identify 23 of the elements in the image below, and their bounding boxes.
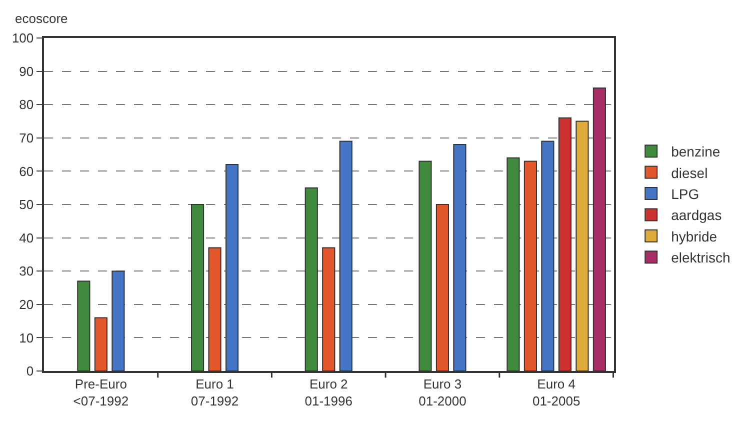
- y-tick-label: 20: [19, 296, 34, 312]
- y-axis-title: ecoscore: [15, 11, 68, 26]
- x-tick-label: Euro 1 07-1992: [190, 376, 239, 408]
- y-tick-label: 70: [19, 130, 34, 146]
- x-tick-label: Pre-Euro <07-1992: [73, 376, 129, 408]
- legend-label: elektrisch: [671, 250, 730, 266]
- y-tick-label: 10: [19, 330, 34, 346]
- y-tick-label: 30: [19, 264, 34, 279]
- y-tick-label: 90: [19, 64, 34, 79]
- legend-label: aardgas: [671, 207, 722, 224]
- y-tick-label: 50: [19, 197, 34, 212]
- legend-label: hybride: [671, 228, 718, 244]
- x-tick-label: Euro 3 01-2000: [418, 376, 466, 408]
- legend-label: diesel: [671, 164, 708, 181]
- y-tick-label: 40: [19, 230, 34, 246]
- x-tick-label: Euro 2 01-1996: [304, 376, 352, 408]
- y-tick-label: 80: [19, 97, 34, 112]
- x-tick-label: Euro 4 01-2005: [532, 376, 580, 408]
- y-tick-label: 60: [19, 164, 34, 179]
- y-tick-label: 100: [12, 30, 34, 46]
- legend-label: LPG: [671, 186, 700, 202]
- y-tick-label: 0: [26, 364, 34, 379]
- legend-label: benzine: [671, 144, 720, 160]
